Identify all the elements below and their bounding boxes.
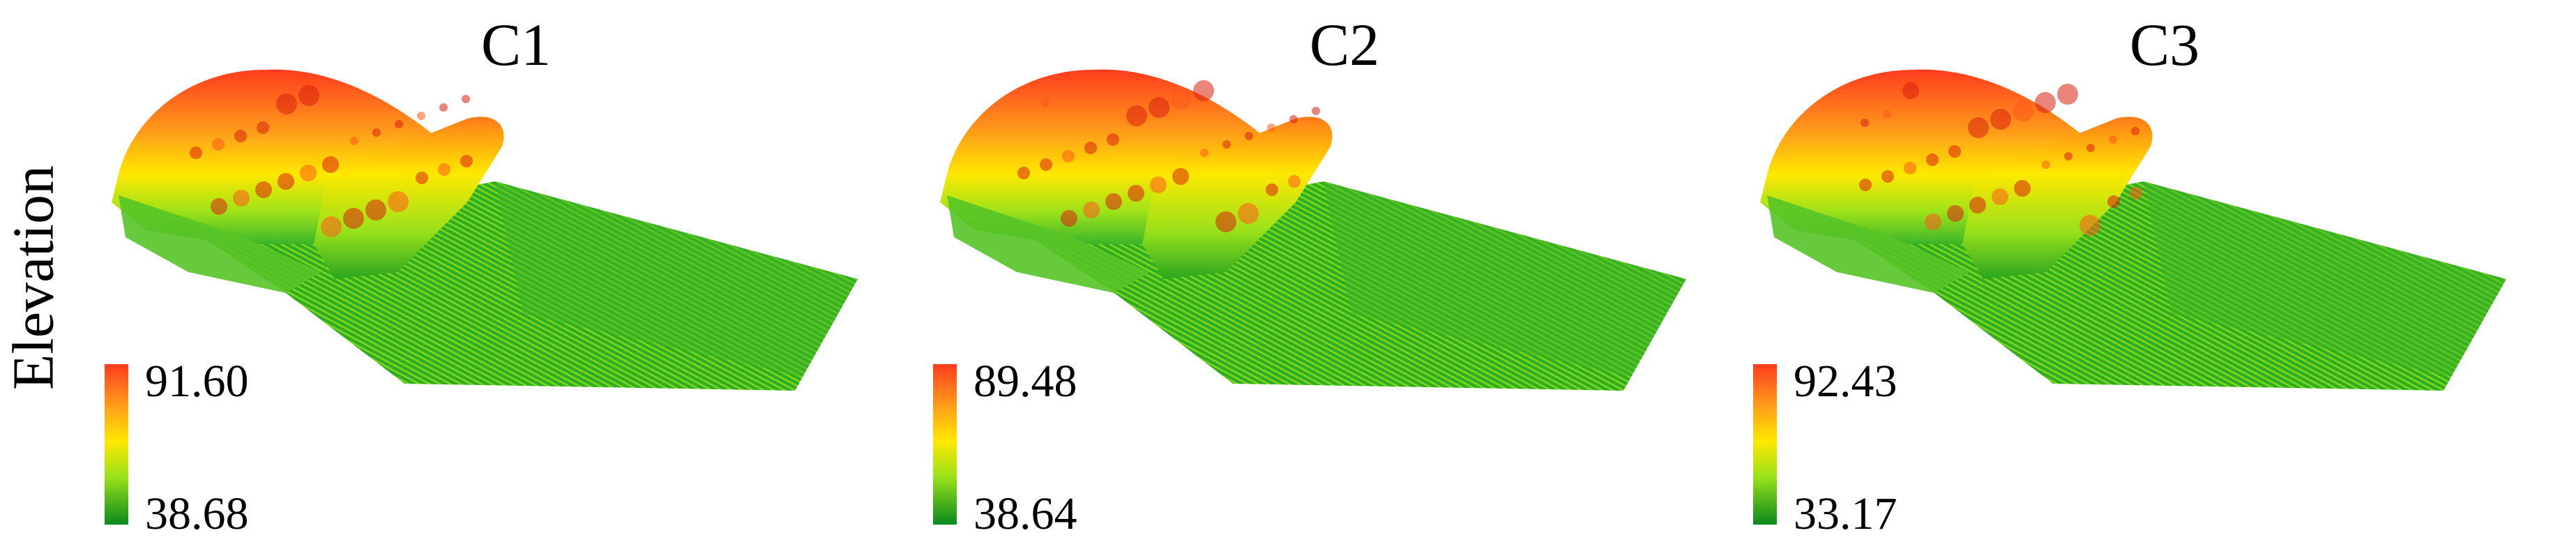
colorbar-max-label: 89.48 xyxy=(973,356,1077,407)
point-cloud-image xyxy=(1760,69,2506,391)
panel-c2: C2 89.48 38.64 xyxy=(933,0,1756,556)
colorbar-max-label: 91.60 xyxy=(145,356,249,407)
point-cloud-image xyxy=(940,69,1686,391)
colorbar-gradient xyxy=(1753,364,1777,525)
panel-title: C2 xyxy=(1309,11,1380,78)
colorbar-max-label: 92.43 xyxy=(1794,356,1897,407)
colorbar-gradient xyxy=(933,364,957,525)
panel-c3: C3 92.43 33.17 xyxy=(1753,0,2576,556)
tree-row xyxy=(1962,117,2153,279)
colorbar-min-label: 38.64 xyxy=(973,488,1077,539)
tree-row xyxy=(314,117,504,279)
colorbar-min-label: 33.17 xyxy=(1794,488,1897,539)
colorbar-gradient xyxy=(105,364,128,525)
tree-row xyxy=(1142,117,1333,279)
colorbar-min-label: 38.68 xyxy=(145,488,249,539)
point-cloud-image xyxy=(112,69,858,391)
panel-c1: C1 91.60 38.68 xyxy=(105,0,927,556)
panel-title: C3 xyxy=(2129,11,2200,78)
panel-title: C1 xyxy=(480,11,552,78)
elevation-axis-label: Elevation xyxy=(1,165,66,390)
